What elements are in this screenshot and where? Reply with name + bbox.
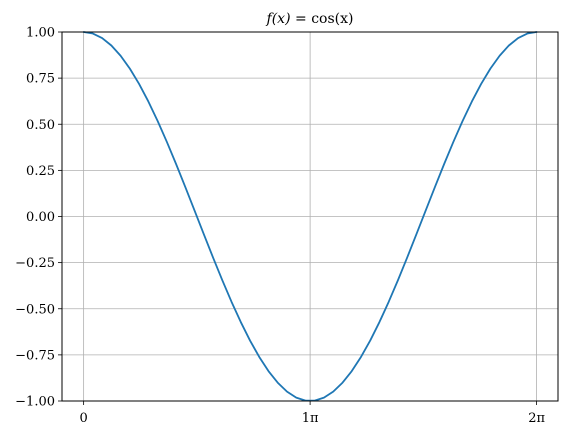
chart-title: f(x) = cos(x) <box>266 11 354 27</box>
y-tick-label: 0.00 <box>26 210 55 225</box>
y-tick-label: 0.50 <box>26 118 55 133</box>
y-tick-label: −0.25 <box>15 256 55 271</box>
y-tick-label: −0.50 <box>15 302 55 317</box>
y-axis: 1.00 0.75 0.50 0.25 0.00 −0.25 −0.50 −0.75 −1.00 <box>15 26 62 410</box>
y-tick-label: 0.75 <box>26 72 55 87</box>
x-tick-label: 1π <box>302 411 319 426</box>
x-tick-label: 2π <box>528 411 545 426</box>
x-tick-label: 0 <box>79 411 87 426</box>
x-axis: 0 1π 2π <box>79 401 545 426</box>
y-tick-label: 0.25 <box>26 164 55 179</box>
y-tick-label: −0.75 <box>15 348 55 363</box>
y-tick-label: 1.00 <box>26 26 55 41</box>
y-tick-label: −1.00 <box>15 395 55 410</box>
